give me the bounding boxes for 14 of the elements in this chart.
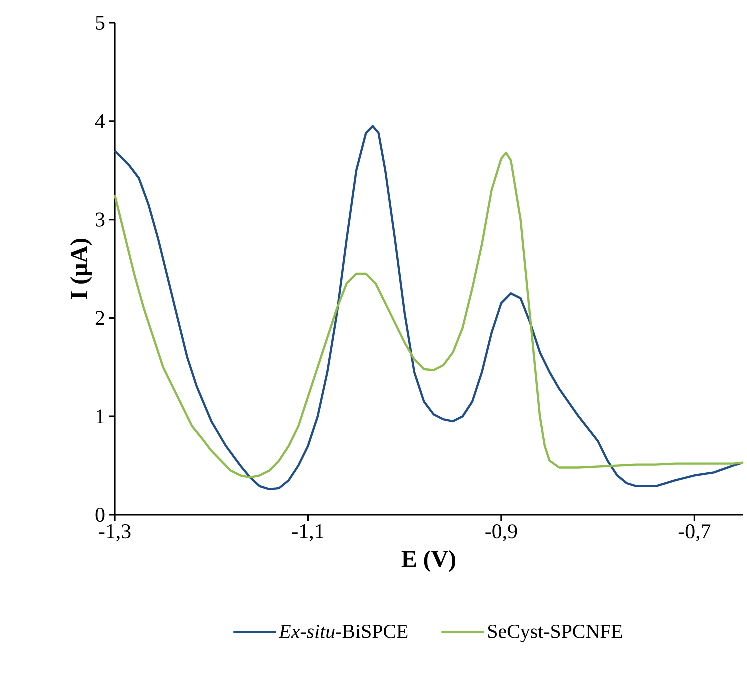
y-tick-label: 2 [96,311,104,326]
y-tick-label: 3 [96,212,105,227]
y-tick-label: 1 [96,410,104,424]
x-tick-label: -1,3 [99,524,131,542]
legend-label: Ex-situ-BiSPCE [278,624,408,638]
y-tick-label: 0 [96,508,105,522]
y-axis-title: I (µA) [70,238,92,300]
y-tick-label: 4 [95,114,106,128]
x-tick-label: -0,7 [678,524,711,542]
x-axis-title: E (V) [402,550,456,572]
x-tick-label: -1,1 [292,524,324,542]
legend-label: SeCyst-SPCNFE [488,624,622,642]
x-tick-label: -0,9 [486,524,518,542]
y-tick-label: 5 [96,16,105,30]
